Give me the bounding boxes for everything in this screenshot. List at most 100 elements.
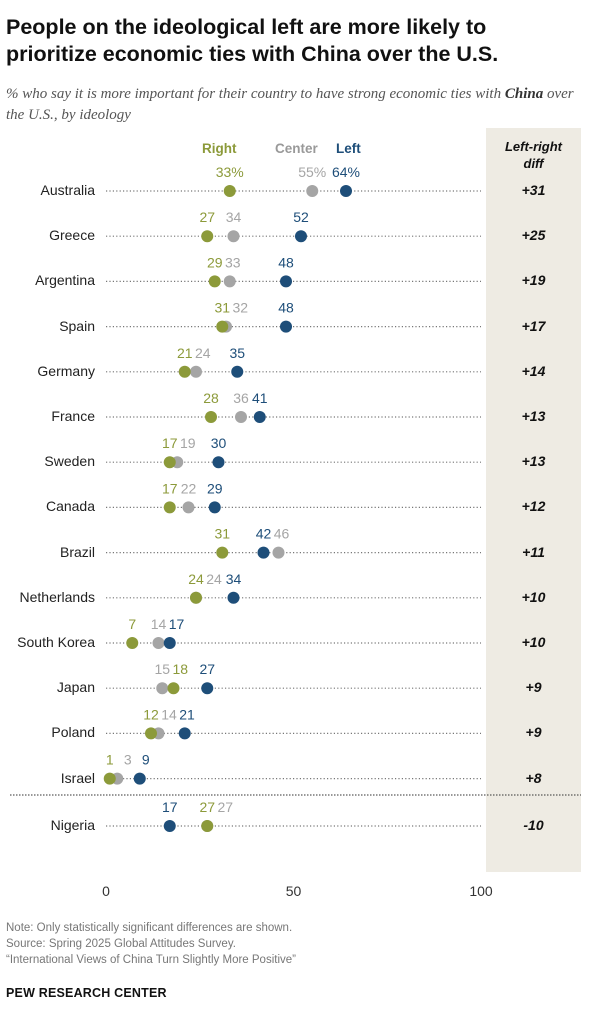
country-label: Canada [45, 498, 95, 515]
dot-right [201, 820, 214, 832]
chart-title: People on the ideological left are more … [6, 15, 499, 66]
diff-value: +19 [521, 272, 546, 289]
value-label-right: 1 [106, 752, 114, 768]
value-label-right: 31 [214, 300, 230, 316]
dot-center [152, 637, 165, 649]
dot-left [178, 727, 191, 740]
dot-left [340, 185, 352, 197]
diff-value: +9 [525, 724, 542, 741]
dot-center [306, 185, 319, 197]
source-text: Source: Spring 2025 Global Attitudes Sur… [6, 938, 236, 950]
dot-left [257, 546, 270, 559]
value-label-center: 34 [226, 209, 242, 225]
diff-column-background [486, 128, 581, 872]
diff-value: +8 [525, 769, 542, 786]
dot-right [201, 230, 214, 243]
dot-left [253, 411, 266, 423]
dot-center [182, 501, 195, 514]
dot-left [163, 637, 176, 649]
diff-header-line2: diff [523, 156, 544, 171]
dot-center [156, 682, 169, 695]
dot-left [227, 591, 240, 604]
diff-value: +10 [521, 588, 546, 605]
dot-right [103, 772, 116, 785]
report-title: “International Views of China Turn Sligh… [6, 954, 296, 966]
value-label-right: 27 [199, 799, 215, 815]
dot-right [126, 637, 139, 649]
diff-value: +11 [522, 543, 545, 560]
country-label: Australia [40, 182, 95, 198]
country-label: Spain [59, 317, 95, 334]
dot-left [133, 772, 146, 785]
country-label: Netherlands [19, 588, 96, 605]
value-label-left: 27 [199, 661, 215, 677]
value-label-right: 17 [162, 435, 178, 451]
legend-left: Left [336, 141, 361, 156]
country-label: Sweden [44, 453, 95, 470]
value-label-right: 27 [199, 209, 215, 225]
diff-value: +13 [521, 408, 546, 424]
value-label-right: 7 [128, 616, 136, 632]
value-label-left: 30 [211, 435, 227, 451]
dot-left [208, 501, 221, 514]
country-label: France [51, 408, 95, 424]
dot-left [231, 365, 244, 378]
country-label: Nigeria [50, 817, 95, 833]
value-label-right: 29 [207, 254, 223, 270]
value-label-left: 21 [179, 706, 195, 722]
dot-right [145, 727, 157, 740]
value-label-left: 48 [278, 300, 294, 316]
value-label-left: 29 [207, 480, 223, 496]
value-label-right: 21 [177, 345, 193, 361]
value-label-left: 17 [162, 799, 178, 815]
value-label-center: 15 [154, 661, 170, 677]
dot-left [201, 682, 214, 695]
diff-value: +13 [521, 453, 546, 470]
dot-right [223, 185, 236, 197]
value-label-center: 14 [161, 706, 177, 722]
value-label-center: 27 [217, 799, 233, 815]
x-tick-label: 100 [469, 883, 493, 899]
dot-center [235, 411, 247, 423]
diff-value: +25 [521, 227, 546, 244]
value-label-center: 24 [206, 571, 222, 587]
dot-left [163, 820, 176, 832]
dot-center [272, 546, 285, 559]
dot-center [227, 230, 240, 243]
value-label-center: 36 [233, 390, 249, 406]
chart-subtitle: % who say it is more important for their… [6, 84, 576, 126]
diff-column-header: Left-right diff [486, 138, 581, 172]
value-label-center: 24 [195, 345, 211, 361]
diff-value: +12 [521, 498, 546, 515]
subtitle-text: % who say it is more important for their… [6, 86, 505, 102]
brand-logo-text: PEW RESEARCH CENTER [6, 986, 167, 1000]
value-label-left: 9 [142, 752, 150, 768]
value-label-center: 14 [151, 616, 167, 632]
country-label: Japan [56, 679, 95, 696]
country-label: Poland [51, 724, 95, 741]
diff-value: -10 [523, 817, 544, 833]
value-label-left: 42 [256, 526, 272, 542]
note-text: Note: Only statistically significant dif… [6, 922, 293, 934]
dot-right [167, 682, 180, 695]
dot-center [223, 275, 236, 288]
diff-value: +10 [521, 634, 546, 650]
value-label-left: 52 [293, 209, 309, 225]
value-label-left: 64% [332, 164, 360, 180]
dot-right [216, 546, 229, 559]
legend-right: Right [202, 141, 237, 156]
diff-header-line1: Left-right [504, 139, 563, 154]
value-label-left: 34 [226, 571, 242, 587]
value-label-left: 35 [229, 345, 245, 361]
dot-right [208, 275, 221, 288]
value-label-center: 33 [225, 254, 241, 270]
dot-right [163, 456, 176, 469]
diff-value: +17 [521, 317, 546, 334]
value-label-right: 12 [143, 706, 159, 722]
diff-value: +31 [521, 182, 546, 198]
value-label-center: 3 [124, 752, 132, 768]
country-label: South Korea [17, 634, 95, 650]
value-label-left: 17 [169, 616, 185, 632]
country-label: Brazil [59, 543, 95, 560]
country-label: Israel [60, 769, 95, 786]
